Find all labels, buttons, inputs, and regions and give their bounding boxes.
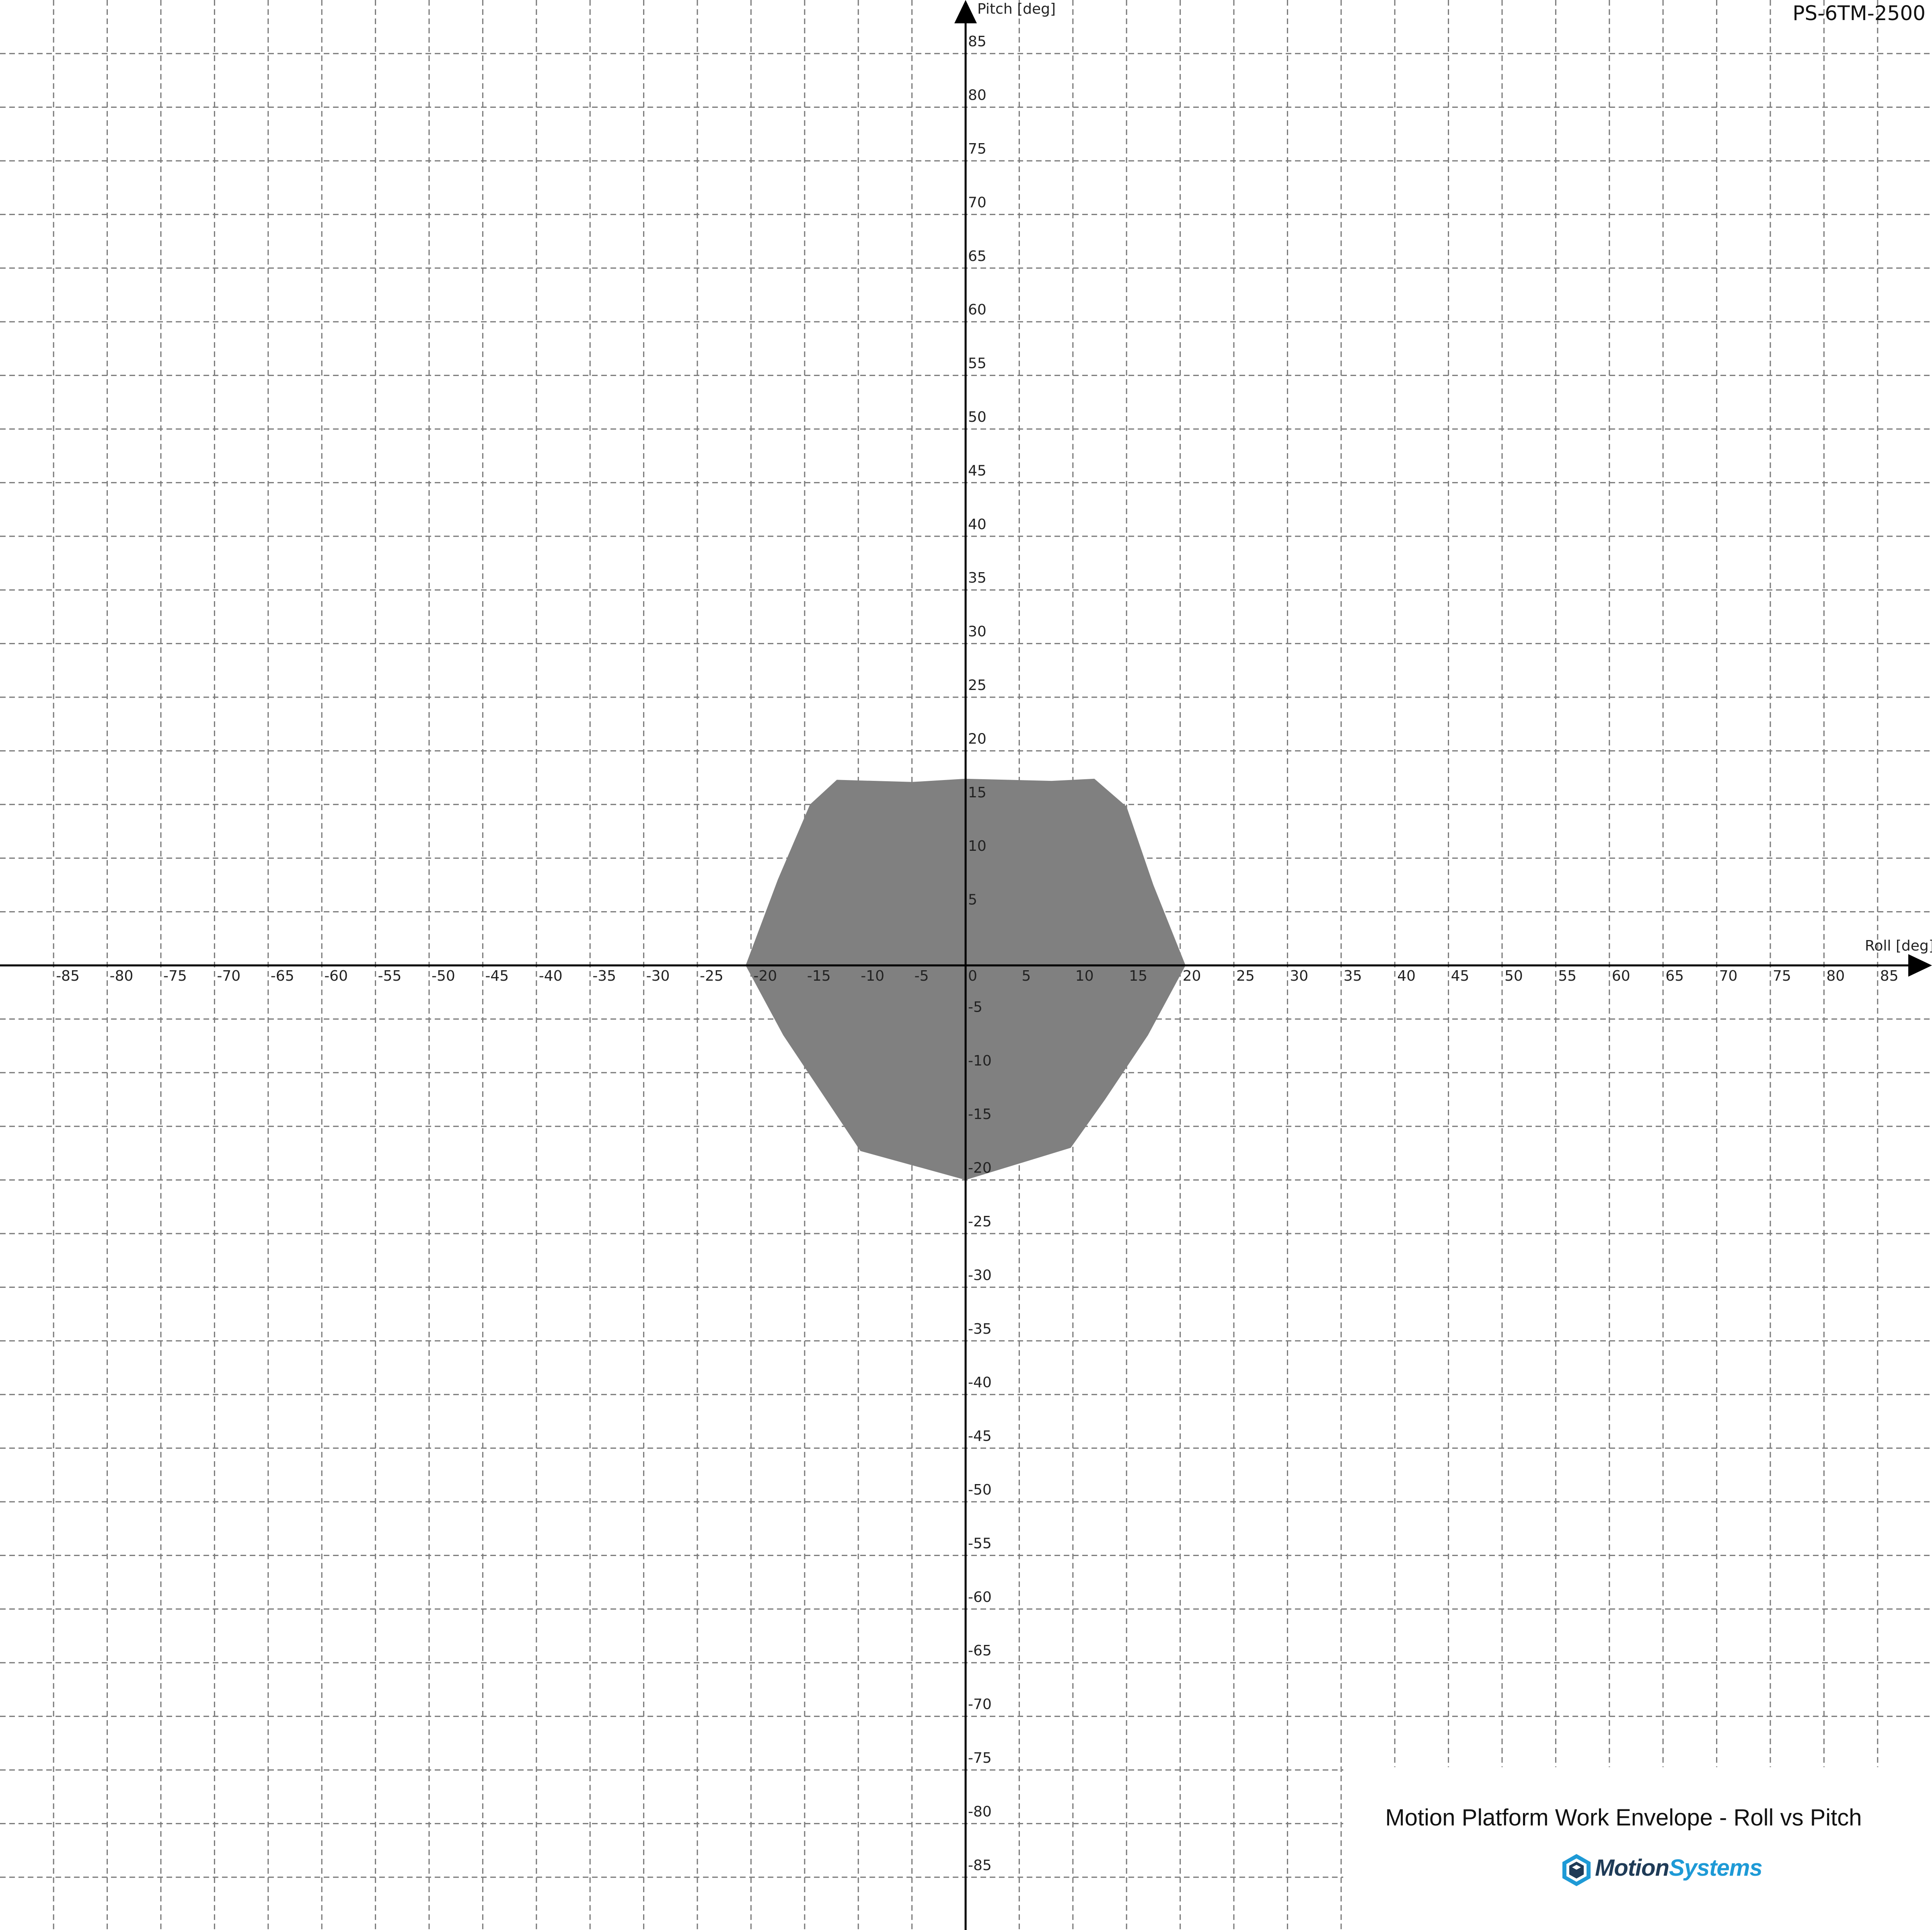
y-tick-label: -25 <box>968 1213 992 1230</box>
x-tick-label: -40 <box>539 968 563 984</box>
x-tick-label: 0 <box>968 968 977 984</box>
y-tick-label: 85 <box>968 33 987 50</box>
y-axis-label: Pitch [deg] <box>977 1 1056 17</box>
y-tick-label: 50 <box>968 409 987 425</box>
y-tick-label: 70 <box>968 194 987 211</box>
x-tick-label: -5 <box>915 968 929 984</box>
y-tick-label: 25 <box>968 677 987 694</box>
y-tick-label: -20 <box>968 1160 992 1176</box>
y-tick-label: -10 <box>968 1053 992 1069</box>
y-tick-label: 55 <box>968 355 987 372</box>
y-tick-label: 40 <box>968 516 987 533</box>
x-tick-label: -75 <box>163 968 187 984</box>
y-tick-label: -35 <box>968 1321 992 1337</box>
x-tick-label: 60 <box>1612 968 1630 984</box>
x-tick-label: -45 <box>485 968 509 984</box>
x-tick-label: -25 <box>700 968 723 984</box>
y-tick-label: -85 <box>968 1857 992 1874</box>
x-tick-label: -20 <box>753 968 777 984</box>
y-tick-label: -60 <box>968 1589 992 1606</box>
x-tick-label: 30 <box>1290 968 1308 984</box>
y-tick-label: 20 <box>968 731 987 747</box>
x-tick-label: 50 <box>1504 968 1523 984</box>
x-tick-label: -35 <box>592 968 616 984</box>
y-tick-label: -5 <box>968 999 982 1015</box>
y-tick-label: 75 <box>968 141 987 157</box>
x-axis-arrow-icon <box>1908 954 1932 977</box>
y-tick-label: 10 <box>968 838 987 854</box>
y-tick-label: -65 <box>968 1643 992 1659</box>
x-tick-label: -15 <box>807 968 831 984</box>
x-tick-label: 75 <box>1773 968 1791 984</box>
y-tick-label: -45 <box>968 1428 992 1445</box>
y-tick-label: -80 <box>968 1803 992 1820</box>
y-tick-label: 30 <box>968 624 987 640</box>
x-tick-label: 55 <box>1558 968 1576 984</box>
y-tick-label: 45 <box>968 462 987 479</box>
y-tick-label: 35 <box>968 570 987 586</box>
y-tick-label: 5 <box>968 892 977 908</box>
x-tick-label: -65 <box>271 968 294 984</box>
y-tick-label: 80 <box>968 87 987 104</box>
y-tick-label: -70 <box>968 1696 992 1713</box>
x-tick-label: -80 <box>110 968 134 984</box>
x-tick-label: -55 <box>378 968 402 984</box>
x-tick-label: -70 <box>217 968 240 984</box>
x-tick-label: -10 <box>861 968 884 984</box>
y-tick-label: -40 <box>968 1374 992 1391</box>
y-tick-label: 65 <box>968 248 987 265</box>
y-tick-label: -55 <box>968 1535 992 1552</box>
x-tick-label: -60 <box>324 968 348 984</box>
footer-panel <box>1343 1767 1932 1930</box>
y-tick-label: -30 <box>968 1267 992 1283</box>
x-tick-label: 5 <box>1021 968 1031 984</box>
tick-labels: -85 -80 -75 -70 -65 -60 -55 -50 -45 -40 -35 -30 -25-… <box>56 33 1898 1874</box>
x-tick-label: 25 <box>1236 968 1255 984</box>
y-tick-label: -15 <box>968 1106 992 1123</box>
x-tick-label: 80 <box>1826 968 1845 984</box>
x-tick-label: 45 <box>1451 968 1470 984</box>
y-tick-label: 15 <box>968 784 987 801</box>
y-axis-arrow-icon <box>954 0 977 23</box>
x-tick-label: 40 <box>1397 968 1416 984</box>
x-tick-label: 85 <box>1880 968 1899 984</box>
brand-name-part2: Systems <box>1669 1855 1762 1881</box>
x-tick-label: 70 <box>1719 968 1738 984</box>
x-axis-label: Roll [deg] <box>1865 938 1932 954</box>
y-tick-label: 60 <box>968 302 987 318</box>
x-tick-label: 65 <box>1665 968 1684 984</box>
x-tick-label: 35 <box>1344 968 1362 984</box>
x-tick-label: -50 <box>432 968 455 984</box>
model-label: PS-6TM-2500 <box>1792 2 1926 25</box>
x-tick-label: 20 <box>1183 968 1201 984</box>
brand-name: MotionSystems <box>1595 1855 1762 1881</box>
brand-name-part1: Motion <box>1595 1855 1669 1881</box>
x-tick-label: 15 <box>1129 968 1147 984</box>
x-tick-label: 10 <box>1075 968 1094 984</box>
y-tick-label: -75 <box>968 1750 992 1766</box>
x-tick-label: -30 <box>646 968 670 984</box>
chart-title: Motion Platform Work Envelope - Roll vs … <box>1385 1805 1862 1831</box>
x-tick-label: -85 <box>56 968 80 984</box>
motionsystems-cube-logo-icon <box>1562 1854 1591 1886</box>
y-tick-label: -50 <box>968 1482 992 1498</box>
